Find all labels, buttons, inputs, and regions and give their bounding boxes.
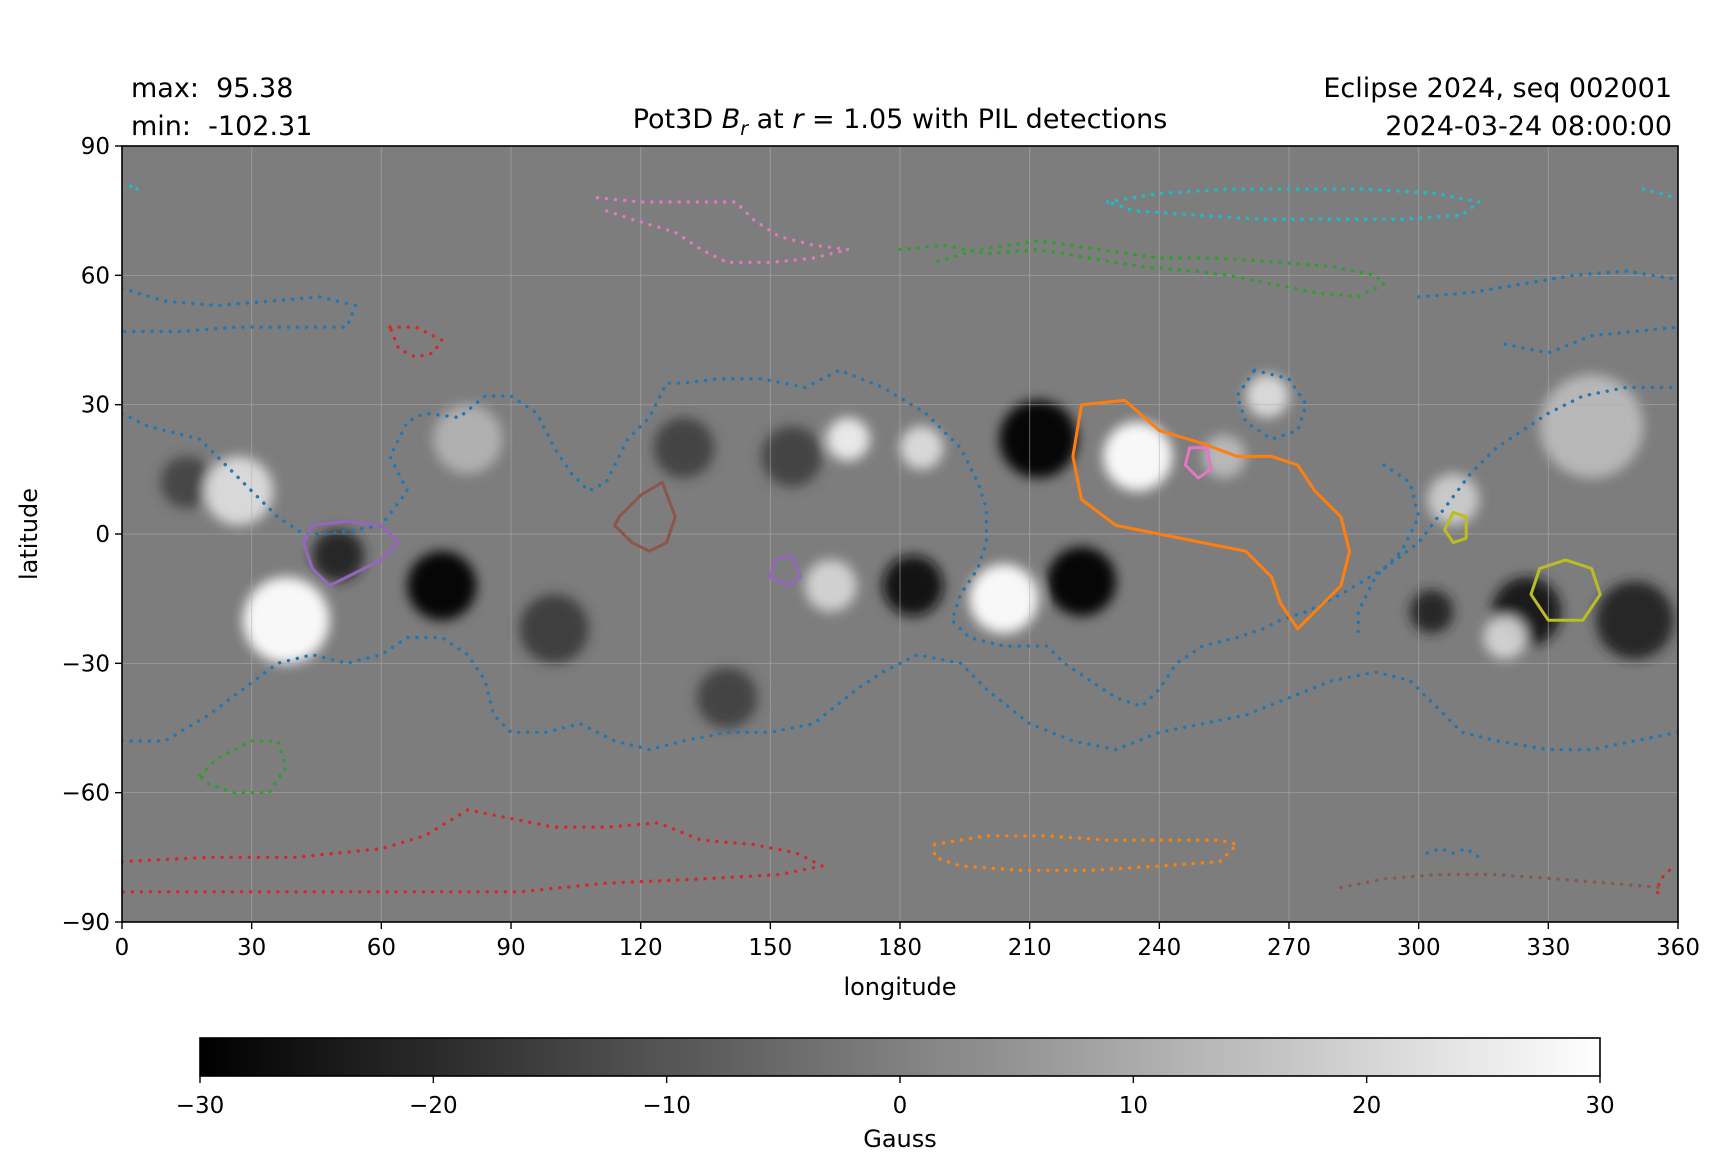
x-ticks: 0 30 60 90 120 150 180 210 240 270 300 330 360 xyxy=(115,922,1700,961)
field-patch-2 xyxy=(1046,546,1117,617)
y-tick-label-1: −60 xyxy=(61,781,110,807)
title-part-5: r xyxy=(792,104,805,135)
field-patch-17 xyxy=(204,456,274,526)
pil-contour-7 xyxy=(1425,847,1481,859)
field-patch-16 xyxy=(243,577,330,664)
colorbar-tick-label-5: 20 xyxy=(1352,1093,1381,1119)
x-tick-label-8: 240 xyxy=(1137,935,1181,961)
field-patch-24 xyxy=(1539,374,1644,479)
pil-contour-1 xyxy=(122,368,1678,709)
x-tick-label-5: 150 xyxy=(748,935,792,961)
max-label: max: 95.38 xyxy=(131,73,293,104)
title-part-2: B xyxy=(722,104,741,135)
pil-contour-22 xyxy=(1443,510,1468,545)
x-tick-label-12: 360 xyxy=(1656,935,1700,961)
colorbar xyxy=(199,1037,1601,1077)
x-tick-label-0: 0 xyxy=(115,935,130,961)
field-patch-25 xyxy=(1202,434,1246,479)
field-patch-7 xyxy=(1410,589,1454,634)
title-part-6: = 1.05 with PIL detections xyxy=(803,104,1167,135)
x-tick-label-7: 210 xyxy=(1008,935,1052,961)
title-part-4: at xyxy=(748,104,792,135)
x-axis-label: longitude xyxy=(843,973,956,1001)
field-patch-13 xyxy=(160,456,213,509)
field-patch-23 xyxy=(1427,473,1480,526)
pil-contour-20 xyxy=(595,196,850,265)
pil-contour-19 xyxy=(1339,872,1663,890)
y-axis-label: latitude xyxy=(15,488,43,580)
pil-contour-4 xyxy=(1235,368,1308,441)
title-part-1: Pot3D xyxy=(633,104,722,135)
pil-contour-6 xyxy=(1503,325,1678,355)
pil-contour-21 xyxy=(1183,446,1213,480)
chart-title: Pot3D Br at r = 1.05 with PIL detections xyxy=(633,104,1168,140)
pil-contour-15 xyxy=(1654,868,1672,898)
y-tick-label-0: −90 xyxy=(61,910,110,936)
pil-contour-18 xyxy=(613,480,677,553)
pil-contour-11 xyxy=(198,739,288,795)
y-tick-label-3: 0 xyxy=(95,522,110,548)
y-ticks: −90 −60 −30 0 30 60 90 xyxy=(61,134,122,936)
pil-contour-8 xyxy=(1356,463,1421,640)
field-patch-15 xyxy=(969,564,1039,634)
x-tick-label-2: 60 xyxy=(367,935,396,961)
field-patch-21 xyxy=(1245,374,1289,418)
field-patch-4 xyxy=(882,555,944,616)
field-patch-11 xyxy=(519,594,589,664)
colorbar-tick-label-3: 0 xyxy=(893,1093,908,1119)
grid xyxy=(122,146,1678,922)
x-tick-label-9: 270 xyxy=(1267,935,1311,961)
x-tick-label-4: 120 xyxy=(619,935,663,961)
colorbar-ticks: −30 −20 −10 0 10 20 30 xyxy=(176,1076,1615,1119)
pil-contour-3 xyxy=(122,286,358,334)
pil-contour-26 xyxy=(1641,187,1676,200)
y-tick-label-6: 90 xyxy=(81,134,110,160)
pil-contour-16 xyxy=(302,519,401,588)
pil-contour-12 xyxy=(898,239,1386,299)
y-tick-label-4: 30 xyxy=(81,393,110,419)
colorbar-tick-label-0: −30 xyxy=(176,1093,225,1119)
pil-contour-2 xyxy=(122,635,1678,752)
x-tick-label-1: 30 xyxy=(237,935,266,961)
field-patch-10 xyxy=(312,529,365,582)
title-part-3: r xyxy=(740,118,749,140)
field-patch-6 xyxy=(1595,581,1674,660)
run-label: Eclipse 2024, seq 002001 xyxy=(1323,73,1672,104)
pil-contour-14 xyxy=(122,808,824,894)
field-patch-3 xyxy=(407,551,477,621)
pil-contour-13 xyxy=(388,325,444,359)
colorbar-label: Gauss xyxy=(863,1125,937,1152)
y-tick-label-2: −30 xyxy=(61,651,110,677)
colorbar-tick-label-4: 10 xyxy=(1119,1093,1148,1119)
field-patch-20 xyxy=(804,559,857,612)
timestamp-label: 2024-03-24 08:00:00 xyxy=(1385,111,1672,142)
pil-contour-17 xyxy=(768,554,803,588)
field-patch-9 xyxy=(761,426,823,487)
x-tick-label-10: 300 xyxy=(1397,935,1441,961)
plot-area xyxy=(122,146,1678,922)
colorbar-tick-label-6: 30 xyxy=(1585,1093,1614,1119)
colorbar-tick-label-2: −10 xyxy=(642,1093,691,1119)
x-tick-label-11: 330 xyxy=(1526,935,1570,961)
field-patch-14 xyxy=(1103,421,1173,491)
x-tick-label-6: 180 xyxy=(878,935,922,961)
pil-contour-23 xyxy=(1529,558,1602,622)
pil-contour-9 xyxy=(1071,398,1351,631)
field-patch-19 xyxy=(900,426,944,470)
field-patch-8 xyxy=(653,417,715,479)
field-patch-18 xyxy=(826,417,870,461)
field-patch-1 xyxy=(999,400,1078,479)
field-patch-26 xyxy=(433,404,503,474)
pil-detections xyxy=(122,183,1678,898)
min-label: min: -102.31 xyxy=(131,111,312,142)
field-features xyxy=(160,374,1674,729)
colorbar-tick-label-1: −20 xyxy=(409,1093,458,1119)
y-tick-label-5: 60 xyxy=(81,263,110,289)
pil-contour-5 xyxy=(1417,269,1678,299)
field-patch-22 xyxy=(1483,615,1527,660)
field-patch-12 xyxy=(696,667,758,729)
x-tick-label-3: 90 xyxy=(496,935,525,961)
